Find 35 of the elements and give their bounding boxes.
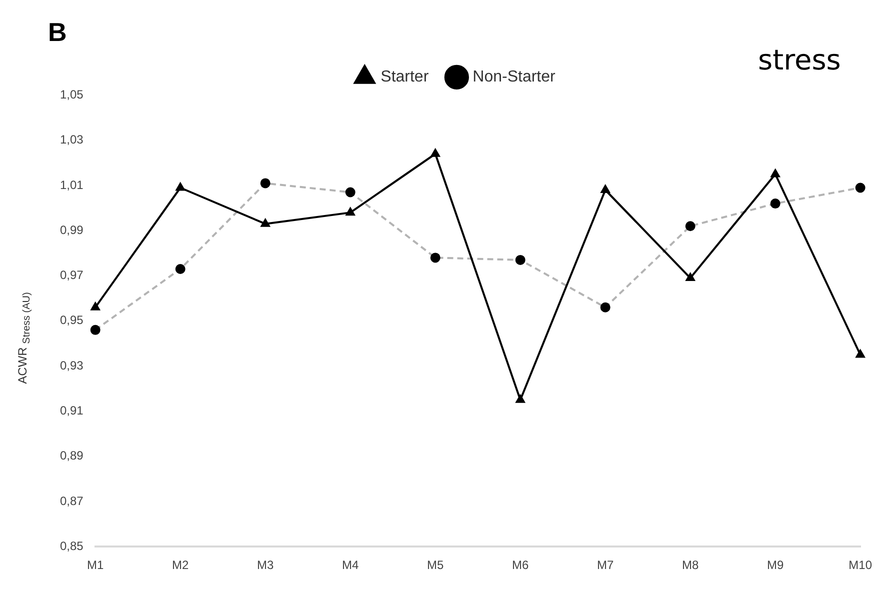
point: [516, 394, 525, 403]
point: [686, 273, 695, 282]
point: [770, 169, 780, 178]
text: stress: [758, 43, 841, 76]
point: [346, 208, 355, 216]
point: [260, 218, 270, 227]
point: [430, 148, 440, 157]
x-tick-label: M2: [172, 558, 190, 572]
x-tick-label: M1: [87, 558, 104, 572]
x-tick-label: M7: [597, 558, 614, 572]
point: [90, 302, 100, 310]
x-tick-label: M4: [342, 558, 360, 572]
point: [176, 182, 185, 191]
y-tick-label: 0,95: [60, 313, 84, 328]
chart-title: B: [48, 16, 67, 47]
legend-label: Starter: [380, 68, 430, 86]
y-tick-label: 0,91: [60, 403, 84, 418]
y-tick-label: 0,89: [60, 448, 84, 463]
y-tick-label: 1,05: [60, 88, 84, 102]
y-tick-label: 0,93: [60, 358, 84, 372]
point: [856, 350, 865, 358]
y-tick-label: 0,99: [60, 222, 84, 237]
legend-label: Non-Starter: [472, 68, 556, 86]
y-tick-label: 0,85: [60, 538, 84, 553]
y-tick-label: 0,97: [60, 268, 84, 282]
x-tick-label: M3: [257, 558, 274, 572]
x-tick-label: M9: [766, 558, 784, 572]
point: [600, 184, 610, 193]
x-tick-label: M6: [512, 558, 529, 572]
y-tick-label: 1,01: [60, 178, 84, 192]
x-tick-label: M8: [682, 558, 699, 572]
x-tick-label: M5: [427, 558, 444, 572]
x-tick-label: M10: [848, 558, 872, 572]
y-tick-label: 0,87: [60, 494, 84, 508]
y-tick-label: 1,03: [60, 132, 84, 147]
